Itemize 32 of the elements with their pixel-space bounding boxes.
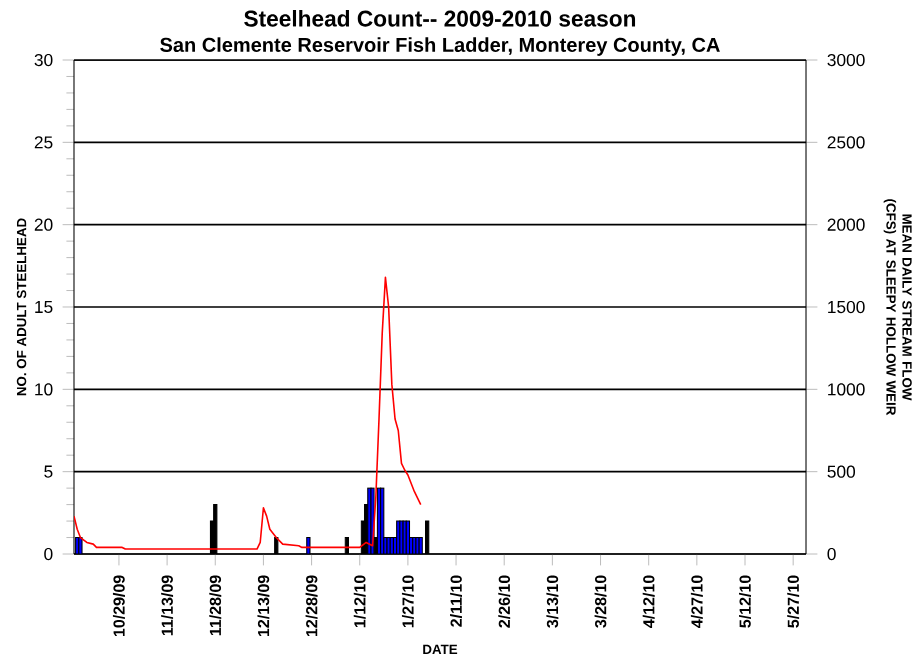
y2-tick-label: 500 [827, 465, 856, 478]
y-tick-label: 20 [34, 218, 53, 231]
y-tick-label: 25 [34, 136, 53, 149]
x-tick-label: 1/12/10 [353, 575, 366, 628]
y-tick-label: 30 [34, 53, 53, 67]
y-tick-label: 0 [44, 547, 53, 561]
x-tick-label: 2/11/10 [450, 575, 463, 627]
y2-tick-label: 1500 [828, 300, 865, 314]
x-tick-label: 11/13/09 [161, 575, 174, 636]
x-tick-label: 2/26/10 [498, 575, 511, 628]
line-series [74, 276, 422, 550]
y2-tick-label: 1000 [828, 383, 865, 396]
x-tick-label: 3/13/10 [546, 575, 559, 628]
y2-tick-label: 2500 [827, 136, 865, 149]
y2-tick-label: 0 [827, 547, 836, 561]
y-tick-label: 15 [35, 300, 53, 314]
x-tick-label: 12/28/09 [305, 575, 318, 637]
x-tick-label: 4/27/10 [690, 575, 703, 628]
x-tick-label: 4/12/10 [642, 575, 655, 628]
x-tick-label: 3/28/10 [594, 575, 607, 628]
x-tick-label: 1/27/10 [401, 575, 414, 628]
y-tick-label: 5 [44, 465, 53, 478]
y2-tick-label: 2000 [827, 218, 865, 231]
x-tick-label: 10/29/09 [112, 575, 125, 637]
y2-tick-label: 3000 [827, 53, 865, 67]
chart-title: Steelhead Count-- 2009-2010 season [244, 9, 636, 27]
x-tick-label: 11/28/09 [209, 575, 222, 636]
chart-subtitle: San Clemente Reservoir Fish Ladder, Monterey County, CA [160, 37, 720, 56]
x-tick-label: 12/13/09 [257, 575, 270, 637]
x-tick-label: 5/12/10 [739, 575, 751, 628]
x-tick-label: 5/27/10 [787, 575, 800, 628]
y-tick-label: 10 [35, 383, 53, 396]
